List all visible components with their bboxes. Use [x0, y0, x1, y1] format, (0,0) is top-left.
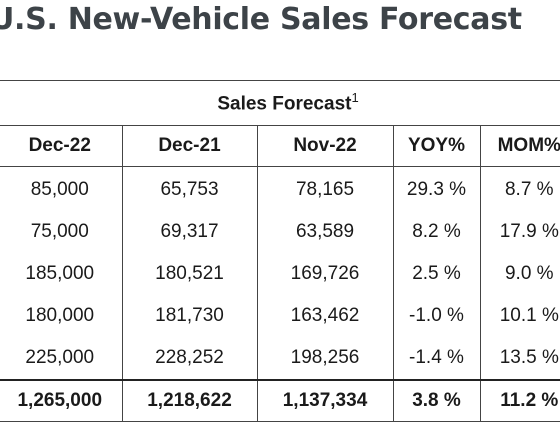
column-header-mom: MOM% [479, 125, 560, 167]
table-row: 75,000 69,317 63,589 8.2 % 17.9 % [0, 211, 560, 253]
table-row: 185,000 180,521 169,726 2.5 % 9.0 % [0, 253, 560, 295]
cell-mom: 13.5 % [479, 337, 560, 380]
column-header-yoy: YOY% [392, 125, 480, 167]
total-mom: 11.2 % [479, 379, 560, 422]
cell-dec-21: 181,730 [121, 295, 257, 337]
cell-dec-21: 228,252 [121, 337, 257, 380]
cell-nov-22: 63,589 [256, 211, 393, 253]
cell-mom: 10.1 % [479, 295, 560, 337]
total-nov-22: 1,137,334 [256, 379, 393, 422]
cell-nov-22: 198,256 [256, 337, 393, 380]
table-row: 180,000 181,730 163,462 -1.0 % 10.1 % [0, 295, 560, 337]
table-row: 225,000 228,252 198,256 -1.4 % 13.5 % [0, 337, 560, 380]
cell-dec-22: 185,000 [25, 263, 95, 284]
page-title: U.S. New-Vehicle Sales Forecast [0, 2, 522, 37]
cell-dec-21: 180,521 [121, 253, 257, 295]
cell-mom: 17.9 % [479, 211, 560, 253]
footnote-marker: 1 [351, 90, 359, 106]
cell-nov-22: 163,462 [256, 295, 393, 337]
sales-forecast-table: Sales Forecast1 Dec-22 Dec-21 Nov-22 YOY… [0, 80, 560, 422]
column-header-dec-21: Dec-21 [121, 125, 257, 167]
table-body: 85,000 65,753 78,165 29.3 % 8.7 % 75,000… [0, 166, 560, 422]
cell-dec-21: 65,753 [121, 166, 257, 211]
cell-mom: 8.7 % [479, 166, 560, 211]
column-header-dec-22: Dec-22 [0, 125, 122, 167]
cell-yoy: 2.5 % [392, 253, 480, 295]
cell-yoy: 8.2 % [392, 211, 480, 253]
cell-nov-22: 78,165 [256, 166, 393, 211]
cell-mom: 9.0 % [479, 253, 560, 295]
column-header-row: Dec-22 Dec-21 Nov-22 YOY% MOM% [0, 125, 560, 167]
sales-forecast-table-container: Sales Forecast1 Dec-22 Dec-21 Nov-22 YOY… [0, 80, 560, 422]
cell-nov-22: 169,726 [256, 253, 393, 295]
cell-dec-22: 180,000 [25, 305, 95, 326]
total-dec-22: 1,265,000 [0, 379, 122, 422]
table-row: 85,000 65,753 78,165 29.3 % 8.7 % [0, 166, 560, 211]
cell-dec-22: 75,000 [30, 221, 89, 242]
cell-dec-22: 225,000 [25, 347, 95, 368]
total-dec-21: 1,218,622 [121, 379, 257, 422]
cell-dec-22: 85,000 [30, 179, 89, 200]
group-header-label: Sales Forecast [217, 93, 352, 115]
group-header-cell: Sales Forecast1 [0, 80, 560, 126]
cell-yoy: -1.4 % [392, 337, 480, 380]
cell-yoy: -1.0 % [392, 295, 480, 337]
total-yoy: 3.8 % [392, 379, 480, 422]
column-header-nov-22: Nov-22 [256, 125, 393, 167]
group-header-row: Sales Forecast1 [0, 80, 560, 126]
cell-dec-21: 69,317 [121, 211, 257, 253]
total-row: 1,265,000 1,218,622 1,137,334 3.8 % 11.2… [0, 379, 560, 422]
cell-yoy: 29.3 % [392, 166, 480, 211]
